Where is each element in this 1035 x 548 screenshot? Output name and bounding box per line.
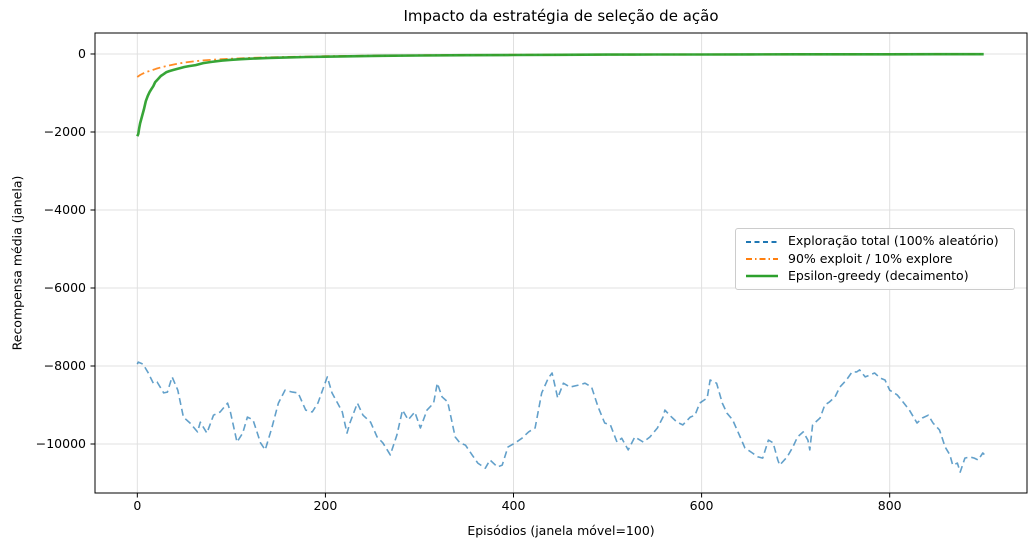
legend-entry-epsilon-greedy: Epsilon-greedy (decaimento) xyxy=(745,270,1005,283)
y-tick-label: −2000 xyxy=(44,124,86,139)
solid-line-icon xyxy=(746,275,778,278)
plot-border xyxy=(94,32,1028,494)
series-line-epsilon-greedy-decay xyxy=(136,52,984,137)
dashdot-line-icon xyxy=(746,257,778,260)
x-tick-label: 400 xyxy=(502,498,526,513)
legend-entry-full-exploration: Exploração total (100% aleatório) xyxy=(745,235,1005,248)
series-line-full-exploration xyxy=(136,361,986,473)
legend-label: 90% exploit / 10% explore xyxy=(788,250,953,266)
y-tick-label: −4000 xyxy=(44,202,86,217)
x-tick-label: 0 xyxy=(133,498,141,513)
legend-label: Exploração total (100% aleatório) xyxy=(788,233,999,249)
y-tick-label: −10000 xyxy=(36,436,86,451)
y-tick-label: −6000 xyxy=(44,280,86,295)
legend-label: Epsilon-greedy (decaimento) xyxy=(788,268,969,284)
y-tick-label: 0 xyxy=(78,46,86,61)
dashed-line-icon xyxy=(746,240,778,243)
legend: Exploração total (100% aleatório) 90% ex… xyxy=(735,228,1015,290)
x-tick-label: 200 xyxy=(313,498,337,513)
y-axis-label: Recompensa média (janela) xyxy=(9,175,25,351)
x-tick-label: 800 xyxy=(878,498,902,513)
x-axis-label: Episódios (janela móvel=100) xyxy=(467,523,655,538)
chart-title: Impacto da estratégia de seleção de ação xyxy=(403,7,719,25)
x-tick-label: 600 xyxy=(690,498,714,513)
legend-entry-exploit-90: 90% exploit / 10% explore xyxy=(745,250,1005,266)
y-tick-label: −8000 xyxy=(44,358,86,373)
